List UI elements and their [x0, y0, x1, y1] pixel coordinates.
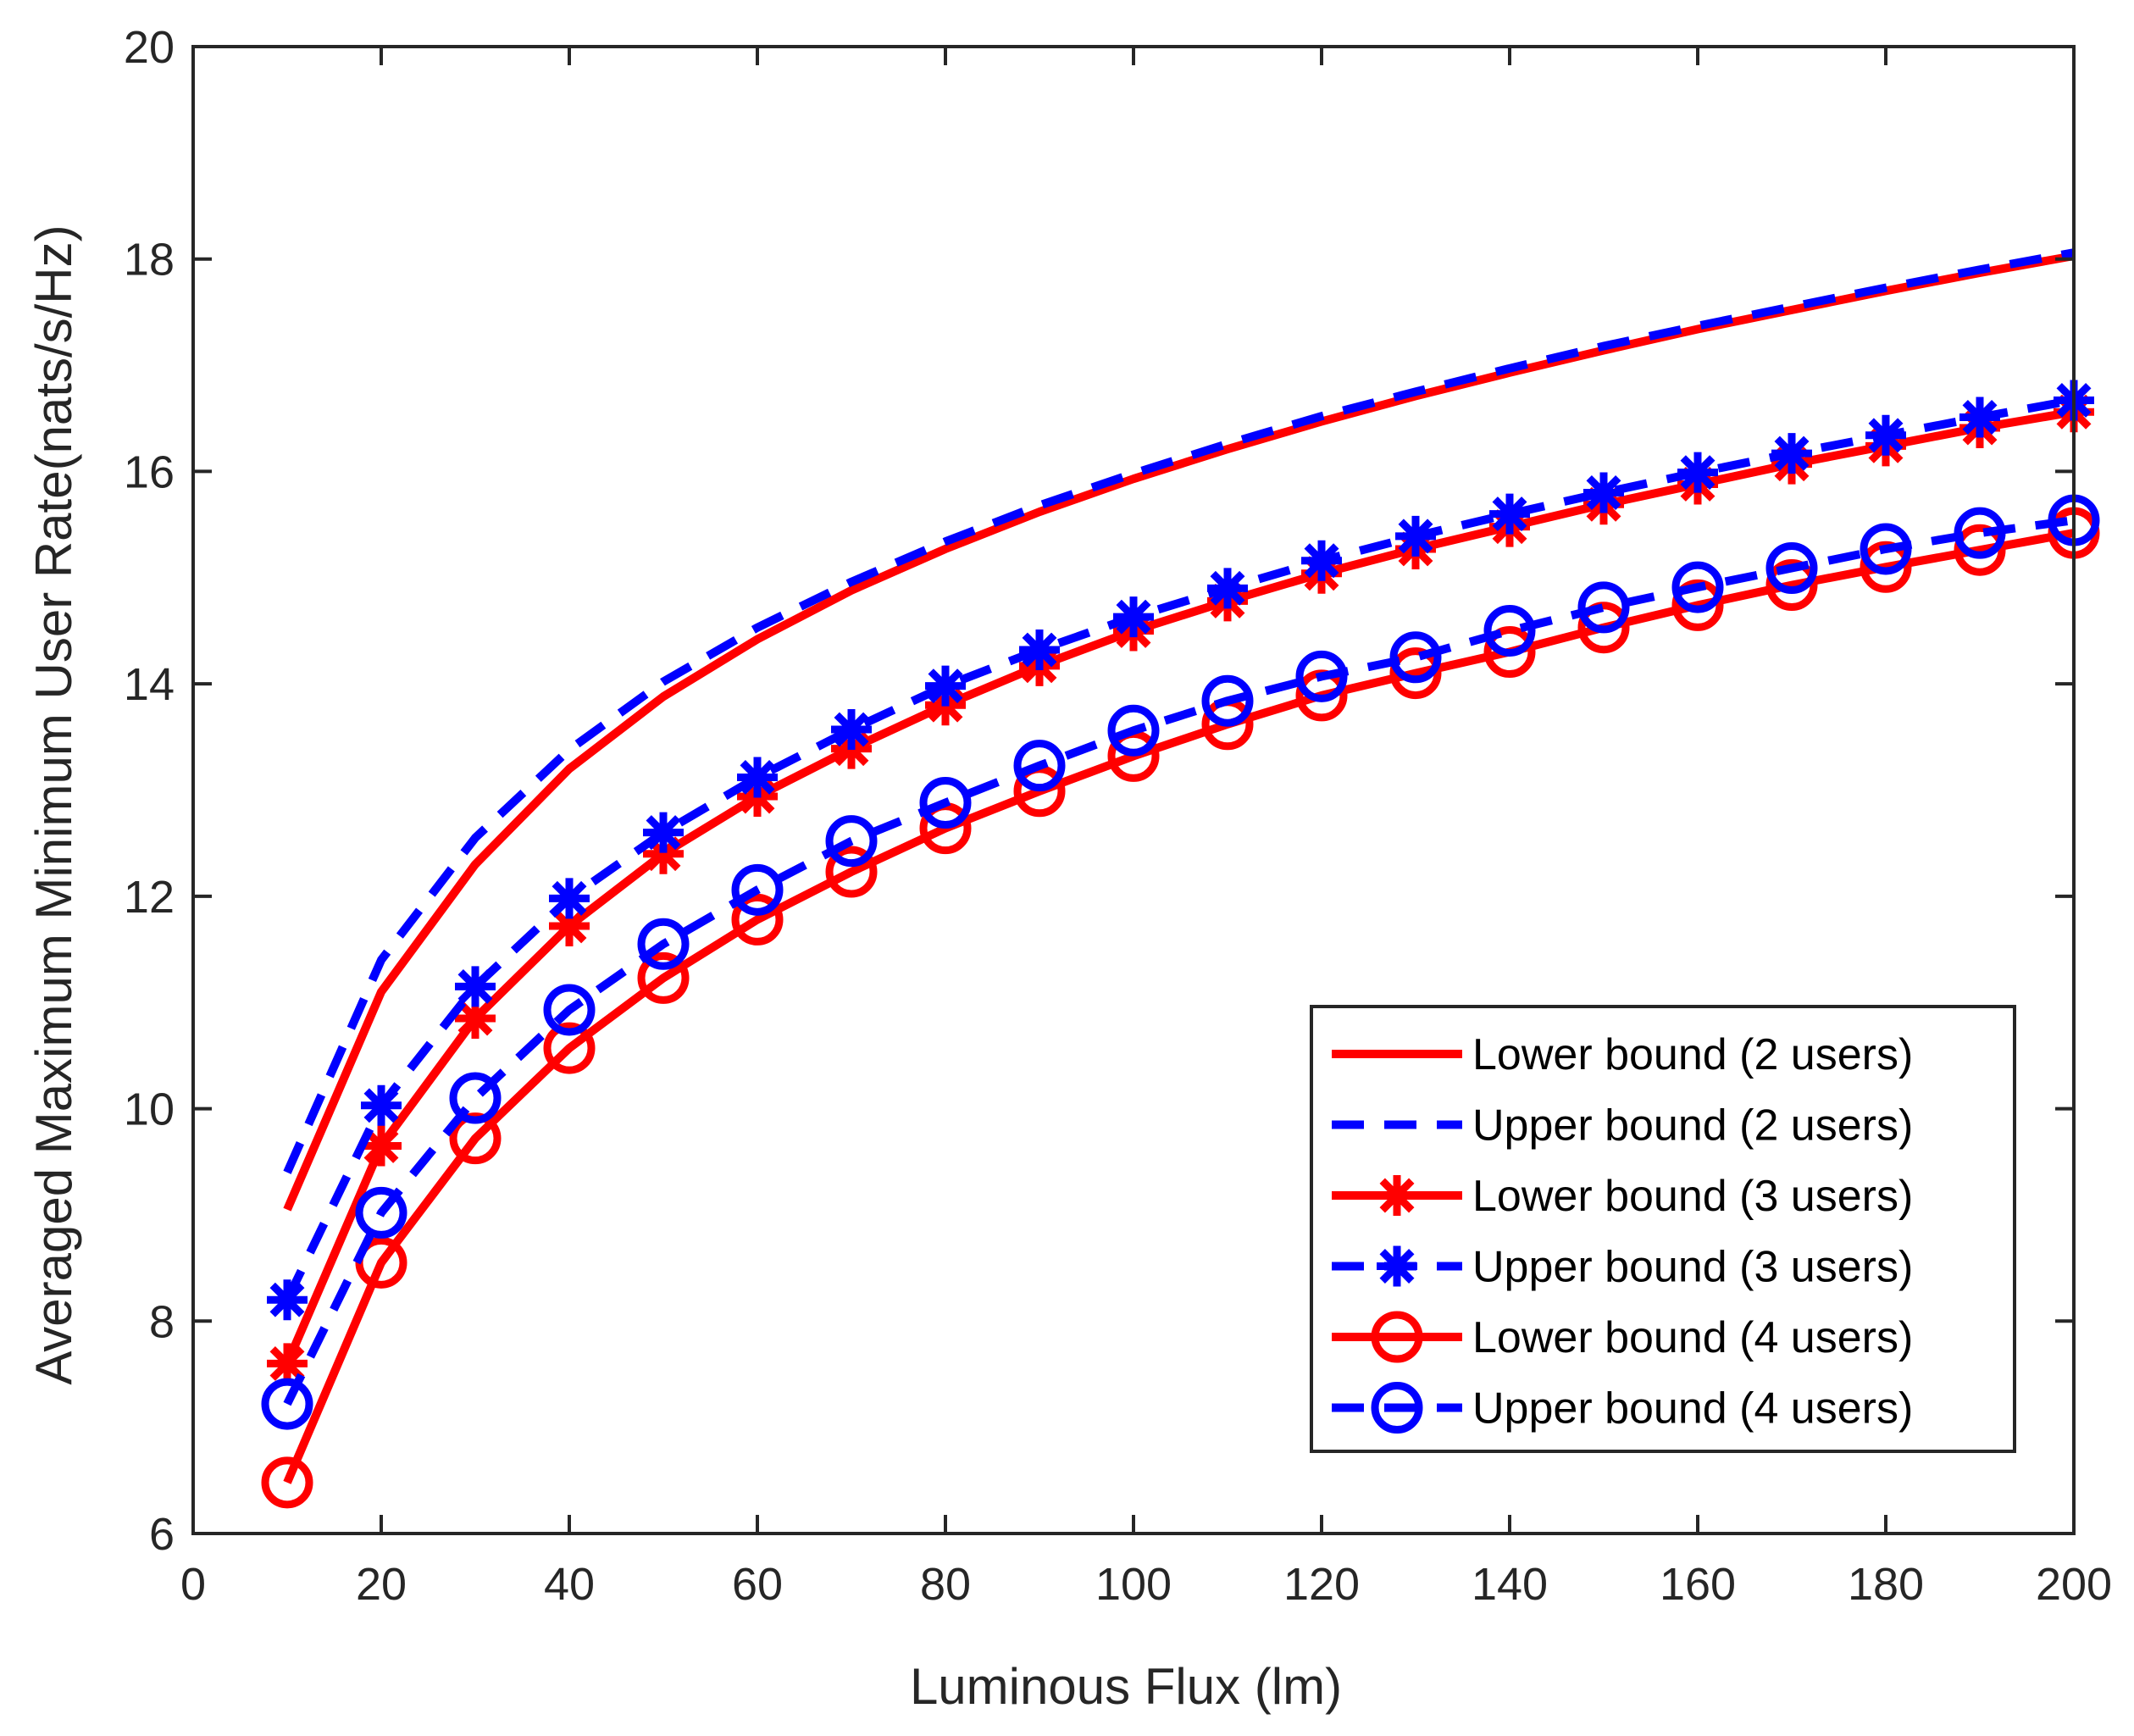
- series-6-point-3: [449, 1072, 502, 1124]
- series-6-point-11: [1201, 674, 1254, 727]
- series-4-point-10: [1113, 596, 1154, 638]
- legend-label-5: Lower bound (4 users): [1472, 1313, 1913, 1362]
- legend: Lower bound (2 users) Upper bound (2 user…: [1310, 1005, 2016, 1453]
- series-6-point-16: [1671, 561, 1724, 613]
- series-5-point-19: [1954, 524, 2006, 576]
- legend-marker-4: [1377, 1245, 1417, 1287]
- y-tick-label-7: 18: [124, 235, 175, 286]
- series-6-point-8: [919, 777, 972, 829]
- series-4-point-11: [1207, 568, 1248, 609]
- series-4-point-1: [267, 1279, 308, 1321]
- series-4-point-15: [1583, 472, 1624, 513]
- y-tick-label-4: 12: [124, 872, 175, 923]
- legend-label-2: Upper bound (2 users): [1472, 1101, 1913, 1151]
- legend-label-4: Upper bound (3 users): [1472, 1243, 1913, 1292]
- x-tick-label-6: 100: [1095, 1559, 1172, 1610]
- series-4-point-14: [1489, 493, 1530, 535]
- x-tick-label-10: 180: [1848, 1559, 1924, 1610]
- x-tick-label-5: 80: [920, 1559, 971, 1610]
- y-tick-label-2: 8: [149, 1296, 175, 1347]
- x-tick-label-9: 160: [1660, 1559, 1736, 1610]
- legend-entry-3: Lower bound (3 users): [1332, 1172, 1913, 1221]
- y-tick-label-6: 16: [124, 446, 175, 497]
- legend-entry-1: Lower bound (2 users): [1332, 1030, 1913, 1079]
- legend-entry-6: Upper bound (4 users): [1332, 1382, 1913, 1434]
- x-tick-label-3: 40: [544, 1559, 595, 1610]
- series-6-point-2: [355, 1186, 407, 1239]
- legend-marker-3: [1377, 1175, 1417, 1216]
- legend-entry-2: Upper bound (2 users): [1332, 1101, 1913, 1151]
- x-axis-label: Luminous Flux (lm): [910, 1658, 1342, 1715]
- y-tick-label-1: 6: [149, 1509, 175, 1560]
- legend-entry-4: Upper bound (3 users): [1332, 1243, 1913, 1292]
- series-6: [261, 494, 2100, 1430]
- legend-entry-5: Lower bound (4 users): [1332, 1311, 1913, 1363]
- x-tick-label-1: 0: [180, 1559, 206, 1610]
- series-5-point-6: [731, 893, 784, 946]
- series-line-2: [283, 248, 2075, 1174]
- series-4-point-4: [549, 878, 590, 919]
- series-2: [283, 248, 2075, 1174]
- series-4-point-6: [737, 757, 778, 798]
- series-5-point-14: [1483, 626, 1536, 679]
- series-5-point-13: [1389, 647, 1442, 700]
- series-5-point-7: [825, 846, 878, 898]
- y-axis-label: Averaged Maximum Minimum User Rate(nats/…: [25, 225, 82, 1384]
- series-4: [267, 380, 2094, 1321]
- x-tick-label-4: 60: [732, 1559, 783, 1610]
- series-6-point-14: [1483, 604, 1536, 657]
- series-4-point-5: [643, 812, 684, 853]
- series-5-point-1: [261, 1456, 313, 1509]
- series-3-point-1: [267, 1343, 308, 1384]
- series-3-point-2: [361, 1125, 402, 1167]
- series-5-point-15: [1577, 602, 1630, 654]
- series-4-point-8: [925, 665, 966, 707]
- y-tick-label-3: 10: [124, 1084, 175, 1135]
- series-5-point-4: [543, 1022, 596, 1074]
- series-6-point-9: [1013, 740, 1066, 792]
- series-4-point-16: [1677, 452, 1718, 493]
- series-4-point-3: [455, 966, 496, 1007]
- legend-label-3: Lower bound (3 users): [1472, 1172, 1913, 1221]
- series-6-point-4: [543, 984, 596, 1036]
- series-6-point-12: [1295, 650, 1348, 702]
- x-tick-label-7: 120: [1283, 1559, 1360, 1610]
- y-tick-label-5: 14: [124, 659, 175, 710]
- series-line-6: [283, 516, 2075, 1406]
- x-tick-label-11: 200: [2036, 1559, 2112, 1610]
- series-4-point-17: [1771, 433, 1812, 474]
- legend-box: [1310, 1005, 2016, 1453]
- x-tick-label-2: 20: [356, 1559, 407, 1610]
- axes-layer: 0 20 40 60 80 100 120 140 160 180 200 6 8 10 12 14 16 18 2…: [124, 22, 2112, 1610]
- series-5-point-17: [1765, 559, 1818, 612]
- series-4-point-18: [1865, 414, 1906, 456]
- series-4-point-7: [831, 709, 872, 751]
- series-6-point-7: [825, 815, 878, 868]
- series-4-point-2: [361, 1084, 402, 1126]
- y-tick-label-8: 20: [124, 22, 175, 73]
- series-4-point-9: [1019, 630, 1060, 671]
- series-4-point-13: [1395, 515, 1436, 557]
- series-6-point-6: [731, 863, 784, 916]
- legend-label-6: Upper bound (4 users): [1472, 1384, 1913, 1434]
- legend-label-1: Lower bound (2 users): [1472, 1030, 1913, 1079]
- series-5-point-5: [637, 951, 690, 1004]
- series-6-point-5: [637, 918, 690, 970]
- series-6-point-10: [1107, 704, 1160, 757]
- legend-marker-6: [1371, 1382, 1423, 1434]
- series-6-point-1: [261, 1378, 313, 1430]
- series-6-point-13: [1389, 631, 1442, 684]
- series-4-point-12: [1301, 540, 1342, 581]
- legend-marker-5: [1371, 1311, 1423, 1363]
- series-6-point-15: [1577, 581, 1630, 634]
- series-6-point-19: [1954, 507, 2006, 559]
- series-6-point-18: [1860, 523, 1912, 575]
- series-6-point-17: [1765, 542, 1818, 595]
- x-tick-label-8: 140: [1472, 1559, 1548, 1610]
- series-4-point-19: [1959, 397, 2000, 438]
- series-layer: [261, 248, 2100, 1509]
